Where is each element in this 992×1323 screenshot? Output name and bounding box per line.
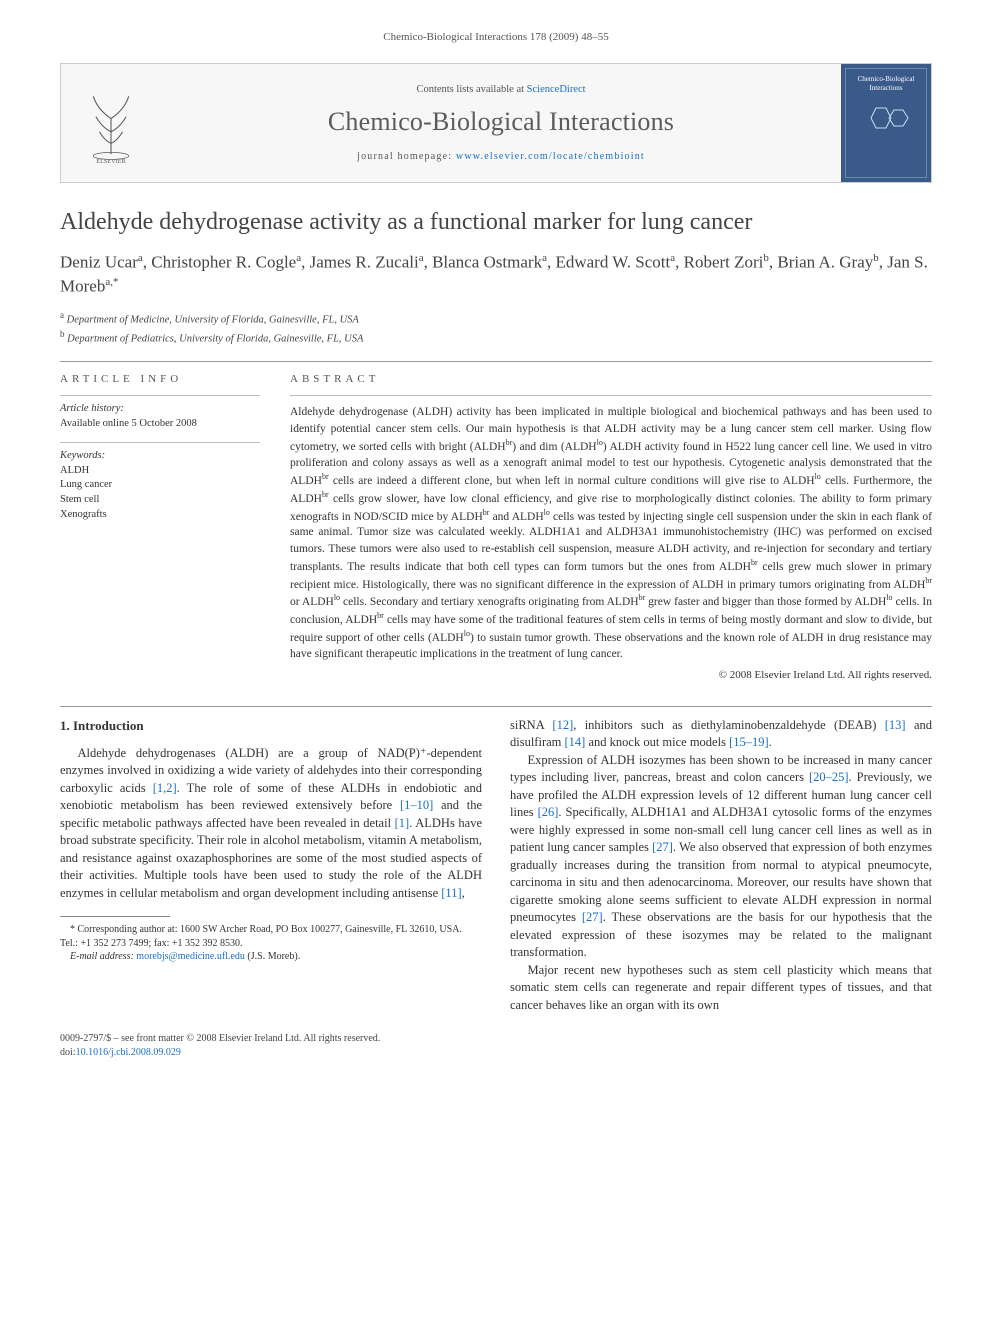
keywords-label: Keywords: — [60, 449, 260, 464]
history-label: Article history: — [60, 402, 260, 417]
author-list: Deniz Ucara, Christopher R. Coglea, Jame… — [60, 251, 932, 298]
history-text: Available online 5 October 2008 — [60, 417, 260, 432]
contents-prefix: Contents lists available at — [416, 84, 526, 95]
info-heading: ARTICLE INFO — [60, 372, 260, 387]
affiliation-b: b Department of Pediatrics, University o… — [60, 328, 932, 347]
keyword-item: Xenografts — [60, 508, 260, 523]
body-paragraph: Aldehyde dehydrogenases (ALDH) are a gro… — [60, 745, 482, 903]
homepage-line: journal homepage: www.elsevier.com/locat… — [171, 150, 831, 164]
footnote-corresponding: * Corresponding author at: 1600 SW Arche… — [60, 923, 482, 950]
footnote-email: E-mail address: morebjs@medicine.ufl.edu… — [60, 950, 482, 964]
abstract-text: Aldehyde dehydrogenase (ALDH) activity h… — [290, 404, 932, 662]
journal-name: Chemico-Biological Interactions — [171, 104, 831, 140]
svg-text:ELSEVIER: ELSEVIER — [96, 158, 126, 163]
contents-line: Contents lists available at ScienceDirec… — [171, 83, 831, 98]
journal-cover-thumb: Chemico-Biological Interactions — [841, 64, 931, 182]
affiliations: a Department of Medicine, University of … — [60, 309, 932, 348]
abstract-heading: ABSTRACT — [290, 372, 932, 387]
section-heading: 1. Introduction — [60, 717, 482, 735]
footnote-rule — [60, 916, 170, 917]
body-text: 1. Introduction Aldehyde dehydrogenases … — [60, 717, 932, 1015]
abstract-copyright: © 2008 Elsevier Ireland Ltd. All rights … — [290, 668, 932, 683]
body-paragraph: Major recent new hypotheses such as stem… — [510, 962, 932, 1015]
divider — [60, 361, 932, 362]
body-paragraph: siRNA [12], inhibitors such as diethylam… — [510, 717, 932, 752]
divider — [60, 706, 932, 707]
abstract: ABSTRACT Aldehyde dehydrogenase (ALDH) a… — [290, 372, 932, 684]
affiliation-a: a Department of Medicine, University of … — [60, 309, 932, 328]
article-info: ARTICLE INFO Article history: Available … — [60, 372, 260, 684]
keyword-item: Lung cancer — [60, 478, 260, 493]
doi-link[interactable]: 10.1016/j.cbi.2008.09.029 — [76, 1047, 181, 1058]
body-paragraph: Expression of ALDH isozymes has been sho… — [510, 752, 932, 962]
keyword-item: Stem cell — [60, 493, 260, 508]
footer-doi: doi:10.1016/j.cbi.2008.09.029 — [60, 1046, 932, 1060]
cover-molecule-icon — [861, 98, 911, 138]
homepage-prefix: journal homepage: — [357, 151, 456, 162]
email-link[interactable]: morebjs@medicine.ufl.edu — [136, 951, 245, 962]
footer-copyright: 0009-2797/$ – see front matter © 2008 El… — [60, 1032, 932, 1046]
elsevier-tree-icon: ELSEVIER — [76, 83, 146, 163]
running-head: Chemico-Biological Interactions 178 (200… — [60, 30, 932, 45]
article-title: Aldehyde dehydrogenase activity as a fun… — [60, 207, 932, 237]
cover-title: Chemico-Biological Interactions — [849, 75, 923, 92]
sciencedirect-link[interactable]: ScienceDirect — [527, 84, 586, 95]
info-abstract-row: ARTICLE INFO Article history: Available … — [60, 372, 932, 684]
corresponding-footnote: * Corresponding author at: 1600 SW Arche… — [60, 916, 482, 964]
keyword-item: ALDH — [60, 464, 260, 479]
publisher-logo: ELSEVIER — [61, 64, 161, 182]
page-footer: 0009-2797/$ – see front matter © 2008 El… — [60, 1032, 932, 1060]
journal-banner: ELSEVIER Contents lists available at Sci… — [60, 63, 932, 183]
banner-center: Contents lists available at ScienceDirec… — [161, 64, 841, 182]
homepage-link[interactable]: www.elsevier.com/locate/chembioint — [456, 151, 645, 162]
